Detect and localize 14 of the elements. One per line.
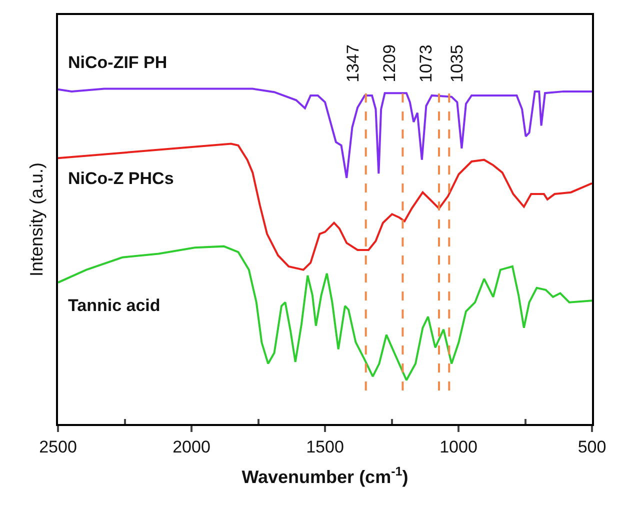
series-label: NiCo-ZIF PH [68,53,168,72]
x-tick-label: 1000 [440,437,478,456]
x-tick-label: 500 [578,437,606,456]
series-label: NiCo-Z PHCs [68,169,174,188]
ref-line-label: 1347 [343,44,362,82]
ref-line-label: 1035 [447,44,466,83]
series-label: Tannic acid [68,296,160,315]
x-tick-label: 2000 [172,437,210,456]
ref-line-label: 1073 [416,44,436,83]
x-tick-label: 1500 [306,437,344,456]
x-axis-title: Wavenumber (cm$^{-1}$) [242,464,408,487]
y-axis-title: Intensity (a.u.) [26,162,47,277]
x-tick-label: 2500 [39,437,77,456]
ref-line-label: 1209 [380,44,400,82]
